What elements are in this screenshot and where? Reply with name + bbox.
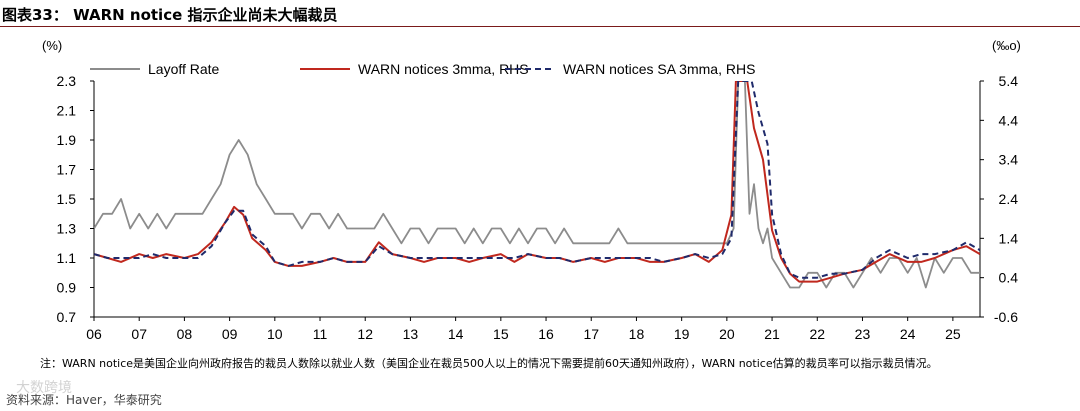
right-tick-label: 3.4 <box>999 152 1019 168</box>
right-tick-label: 4.4 <box>999 112 1019 128</box>
chart-legend: Layoff Rate WARN notices 3mma, RHS WARN no… <box>90 61 755 77</box>
series-line-0 <box>94 81 980 289</box>
x-tick-label: 07 <box>131 326 147 342</box>
watermark: 大数跨境 <box>16 380 72 396</box>
warn-notice-chart: (%) (‰o) 0.7 0.9 1.1 1.3 1.5 1.7 1.9 2.1 2.3 -0.6 0.… <box>42 38 1021 342</box>
right-tick-label: 1.4 <box>999 230 1019 246</box>
left-tick-label: 1.7 <box>57 162 77 178</box>
left-tick-label: 1.3 <box>57 221 77 237</box>
left-tick-label: 1.1 <box>57 250 77 266</box>
series-line-2 <box>94 81 980 279</box>
x-tick-label: 21 <box>764 326 780 342</box>
right-tick-label: 0.4 <box>999 270 1019 286</box>
x-tick-label: 10 <box>267 326 283 342</box>
x-tick-label: 24 <box>900 326 916 342</box>
x-tick-label: 20 <box>719 326 735 342</box>
x-tick-label: 15 <box>493 326 509 342</box>
left-axis-unit: (%) <box>42 38 62 53</box>
series-line-1 <box>94 81 980 283</box>
left-tick-label: 0.9 <box>57 280 77 296</box>
x-tick-label: 12 <box>357 326 373 342</box>
x-tick-label: 22 <box>809 326 825 342</box>
legend-label-2: WARN notices SA 3mma, RHS <box>563 61 755 77</box>
chart-series <box>94 81 980 289</box>
left-tick-label: 0.7 <box>57 309 77 325</box>
x-tick-label: 09 <box>222 326 238 342</box>
chart-source: 资料来源：Haver，华泰研究 <box>6 393 162 407</box>
left-tick-label: 2.1 <box>57 103 77 119</box>
chart-note: 注：WARN notice是美国企业向州政府报告的裁员人数除以就业人数（美国企业… <box>40 357 938 370</box>
left-tick-label: 2.3 <box>57 73 77 89</box>
right-tick-label: 2.4 <box>999 191 1019 207</box>
x-tick-label: 25 <box>945 326 961 342</box>
x-tick-label: 18 <box>629 326 645 342</box>
chart-tick-labels: (%) (‰o) 0.7 0.9 1.1 1.3 1.5 1.7 1.9 2.1 2.3 -0.6 0.… <box>42 38 1021 342</box>
x-tick-label: 23 <box>855 326 871 342</box>
x-tick-label: 13 <box>403 326 419 342</box>
legend-label-0: Layoff Rate <box>148 61 220 77</box>
right-axis-unit: (‰o) <box>992 38 1021 53</box>
x-tick-label: 16 <box>538 326 554 342</box>
x-tick-label: 19 <box>674 326 690 342</box>
x-tick-label: 08 <box>177 326 193 342</box>
right-tick-label: 5.4 <box>999 73 1019 89</box>
left-tick-label: 1.9 <box>57 132 77 148</box>
right-tick-label: -0.6 <box>994 309 1018 325</box>
left-tick-label: 1.5 <box>57 191 77 207</box>
x-tick-label: 14 <box>448 326 464 342</box>
x-tick-label: 06 <box>86 326 102 342</box>
x-tick-label: 11 <box>313 326 328 342</box>
chart-axes <box>90 80 984 321</box>
x-tick-label: 17 <box>583 326 599 342</box>
legend-label-1: WARN notices 3mma, RHS <box>358 61 529 77</box>
chart-title: 图表33： WARN notice 指示企业尚未大幅裁员 <box>2 6 338 24</box>
title-divider <box>0 26 1080 27</box>
